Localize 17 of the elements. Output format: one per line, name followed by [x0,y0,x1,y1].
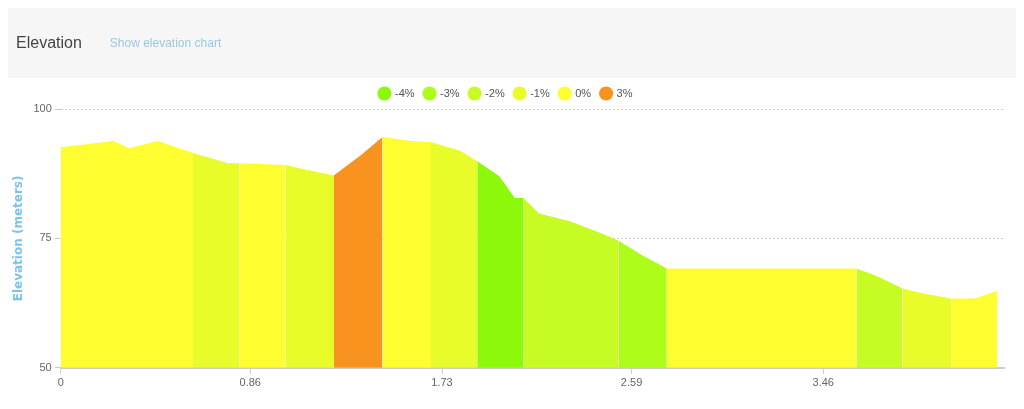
chart-subtitle: Show elevation chart [109,36,222,50]
x-tick-label: 3.46 [812,376,834,389]
legend-label: 3% [616,86,633,99]
x-tick-label: 2.59 [620,376,643,389]
y-tick-label: 50 [39,360,52,373]
y-tick-label: 75 [39,231,52,244]
y-axis-title: Elevation (meters) [11,175,26,302]
legend-label: -4% [394,86,415,99]
x-tick-label: 0 [57,376,64,389]
x-tick-label: 1.73 [431,376,453,389]
legend-label: -1% [530,86,550,99]
y-tick-label: 100 [33,102,52,115]
legend-label: -3% [440,86,460,99]
legend-label: -2% [485,86,505,99]
legend-label: 0% [575,86,592,99]
chart-title: Elevation [16,34,82,52]
x-tick-label: 0.86 [239,376,261,389]
